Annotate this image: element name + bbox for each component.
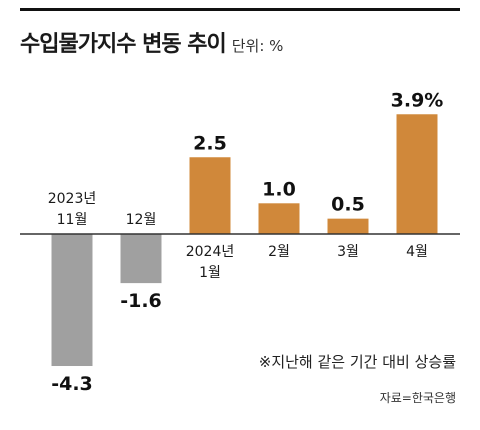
- bar-6: [397, 114, 438, 234]
- bar-4: [259, 203, 300, 234]
- category-label-5-line-1: 3월: [337, 244, 359, 260]
- value-label-5: 0.5: [331, 194, 365, 216]
- category-label-3-line-2: 1월: [199, 265, 221, 281]
- category-label-3-line-1: 2024년: [186, 244, 235, 260]
- category-label-4-line-1: 2월: [268, 244, 290, 260]
- value-label-1: -4.3: [51, 373, 93, 395]
- footnote: ※지난해 같은 기간 대비 상승률: [259, 351, 456, 372]
- value-label-4: 1.0: [262, 178, 296, 200]
- bars-group: [52, 114, 438, 366]
- bar-2: [121, 234, 162, 283]
- category-label-2-line-1: 12월: [126, 212, 157, 228]
- value-label-3: 2.5: [193, 132, 227, 154]
- category-label-1-line-1: 2023년: [48, 191, 97, 207]
- labels-group: -4.3 2023년 11월 -1.6 12월 2.5 2024년 1월 1.0 2월 0.5 3월 3…: [48, 89, 444, 395]
- value-label-2: -1.6: [120, 290, 162, 312]
- bar-5: [328, 219, 369, 234]
- source-label: 자료=한국은행: [380, 389, 456, 406]
- category-label-1-line-2: 11월: [57, 212, 88, 228]
- value-label-6: 3.9%: [391, 89, 444, 111]
- category-label-6-line-1: 4월: [406, 244, 428, 260]
- bar-3: [190, 157, 231, 234]
- bar-1: [52, 234, 93, 366]
